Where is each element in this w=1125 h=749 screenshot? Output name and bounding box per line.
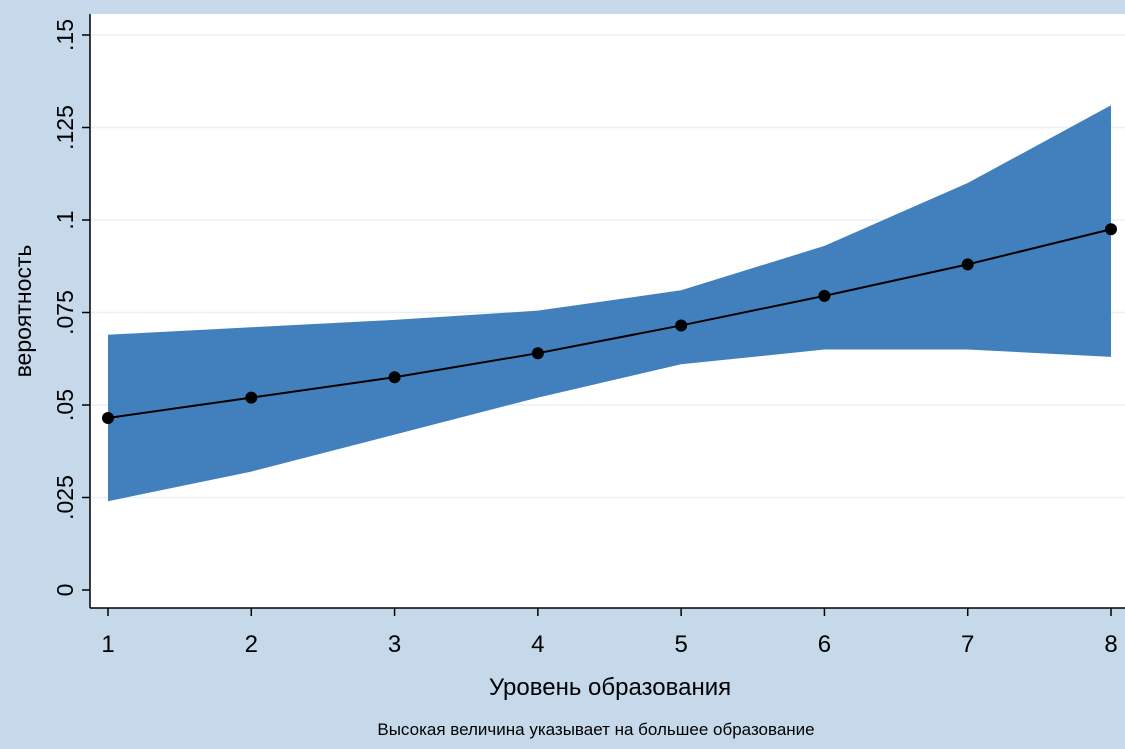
confidence-band bbox=[108, 105, 1111, 502]
data-points bbox=[102, 223, 1117, 424]
y-tick-label: 0 bbox=[52, 584, 78, 597]
y-tick-label: .075 bbox=[52, 290, 78, 335]
x-axis-ticks: 1 2 3 4 5 6 7 8 bbox=[101, 608, 1118, 658]
data-point bbox=[675, 319, 688, 332]
x-tick-label: 6 bbox=[818, 631, 831, 658]
x-tick-label: 2 bbox=[245, 631, 258, 658]
data-point bbox=[818, 289, 831, 302]
data-point bbox=[102, 411, 114, 424]
x-tick-label: 4 bbox=[531, 631, 544, 658]
chart-note: Высокая величина указывает на большее об… bbox=[377, 720, 814, 739]
series-line bbox=[107, 228, 1112, 419]
data-point bbox=[531, 347, 544, 360]
x-tick-label: 8 bbox=[1104, 631, 1117, 658]
x-tick-label: 5 bbox=[674, 631, 687, 658]
data-point bbox=[1105, 223, 1117, 236]
y-tick-label: .15 bbox=[52, 19, 78, 51]
data-point bbox=[245, 391, 258, 404]
y-axis-ticks: 0 .025 .05 .075 .1 .125 .15 bbox=[52, 19, 90, 596]
x-tick-label: 3 bbox=[388, 631, 401, 658]
x-tick-label: 1 bbox=[101, 631, 114, 658]
data-point bbox=[961, 258, 974, 271]
y-axis-label: вероятность bbox=[10, 245, 36, 378]
y-tick-label: .125 bbox=[52, 105, 78, 150]
x-axis-label: Уровень образования bbox=[489, 674, 731, 701]
y-tick-label: .05 bbox=[52, 389, 78, 421]
y-tick-label: .1 bbox=[52, 210, 78, 229]
data-point bbox=[388, 371, 401, 384]
x-tick-label: 7 bbox=[961, 631, 974, 658]
y-tick-label: .025 bbox=[52, 475, 78, 520]
